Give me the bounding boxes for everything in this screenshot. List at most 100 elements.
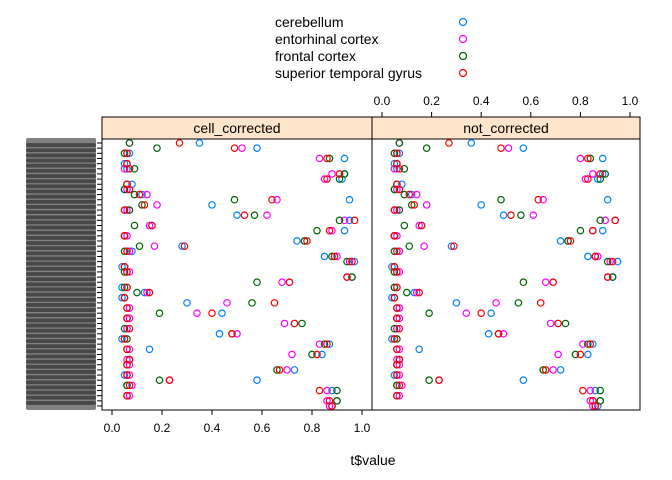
data-point (576, 154, 585, 163)
data-point (588, 170, 597, 178)
data-point (148, 221, 156, 230)
data-point (345, 257, 354, 266)
data-point (123, 360, 131, 369)
data-point (290, 366, 299, 374)
data-point (240, 211, 249, 219)
data-point (487, 309, 495, 317)
data-point (514, 299, 523, 307)
x-tick-label: 0.0 (104, 421, 121, 435)
data-point (395, 360, 404, 369)
data-point (499, 211, 508, 219)
data-point (313, 350, 321, 359)
data-point (180, 242, 189, 250)
x-tick-label: 1.0 (622, 94, 639, 108)
data-point (285, 278, 294, 287)
data-point (393, 206, 401, 214)
data-point (390, 247, 399, 256)
data-point (452, 299, 461, 307)
data-point (395, 149, 404, 158)
data-point (390, 371, 399, 379)
data-point (153, 201, 161, 209)
data-point (340, 226, 349, 235)
data-point (519, 376, 528, 385)
data-point (118, 293, 126, 302)
data-point (584, 175, 592, 183)
data-point (290, 319, 299, 328)
data-point (123, 371, 131, 379)
data-point (130, 164, 139, 173)
data-point (275, 366, 284, 374)
data-point (138, 201, 146, 209)
data-point (233, 330, 241, 338)
data-point (195, 139, 204, 147)
data-point (325, 402, 334, 410)
data-point (576, 350, 585, 359)
data-point (125, 164, 134, 173)
data-point (120, 283, 129, 292)
data-point (323, 386, 331, 395)
data-point (125, 185, 134, 194)
x-tick-label: 0.4 (473, 94, 490, 108)
data-point (586, 386, 595, 395)
data-point (598, 226, 607, 235)
data-point (335, 175, 344, 183)
data-point (549, 278, 557, 287)
data-point (340, 216, 349, 225)
data-point (323, 154, 331, 163)
data-point (499, 330, 508, 338)
data-point (462, 309, 471, 317)
data-point (554, 350, 562, 359)
data-point (546, 319, 555, 328)
data-point (123, 247, 131, 256)
data-point (123, 268, 131, 276)
data-point (417, 221, 426, 230)
data-point (497, 195, 505, 204)
data-point (425, 309, 433, 317)
x-tick-label: 1.0 (354, 421, 371, 435)
data-point (598, 154, 607, 163)
data-point (125, 247, 134, 256)
data-point (233, 211, 241, 219)
data-point (395, 206, 404, 214)
data-point (328, 170, 336, 178)
legend-marker (458, 34, 468, 44)
data-point (422, 144, 431, 152)
data-point (603, 195, 612, 204)
legend-marker (458, 51, 468, 61)
data-point (328, 226, 336, 235)
data-point (325, 154, 334, 163)
data-point (584, 252, 592, 261)
data-point (536, 299, 545, 307)
data-point (393, 314, 401, 323)
data-point (165, 376, 174, 385)
data-point (584, 350, 592, 359)
panel-frame (371, 138, 641, 411)
data-point (395, 185, 404, 194)
data-point (215, 330, 224, 338)
data-point (340, 170, 349, 178)
data-point (611, 216, 619, 225)
data-point (125, 304, 134, 312)
data-point (586, 154, 595, 163)
data-point (283, 366, 291, 374)
data-point (415, 345, 424, 354)
data-point (125, 381, 134, 390)
data-point (477, 309, 486, 317)
panel-cell_corrected: cell_corrected 0.0 0.2 0.4 0.6 0.8 1.0 (101, 116, 373, 435)
data-point (588, 340, 597, 348)
data-point (123, 381, 131, 390)
data-point (328, 402, 336, 410)
data-point (398, 381, 406, 390)
data-point (395, 304, 404, 312)
data-point (340, 154, 349, 163)
data-point (407, 201, 416, 209)
data-point (534, 195, 543, 204)
data-point (320, 340, 329, 348)
data-point (596, 175, 605, 183)
data-point (125, 206, 134, 214)
data-point (145, 288, 154, 297)
data-point (238, 144, 246, 152)
data-point (608, 273, 617, 281)
data-point (125, 324, 134, 333)
